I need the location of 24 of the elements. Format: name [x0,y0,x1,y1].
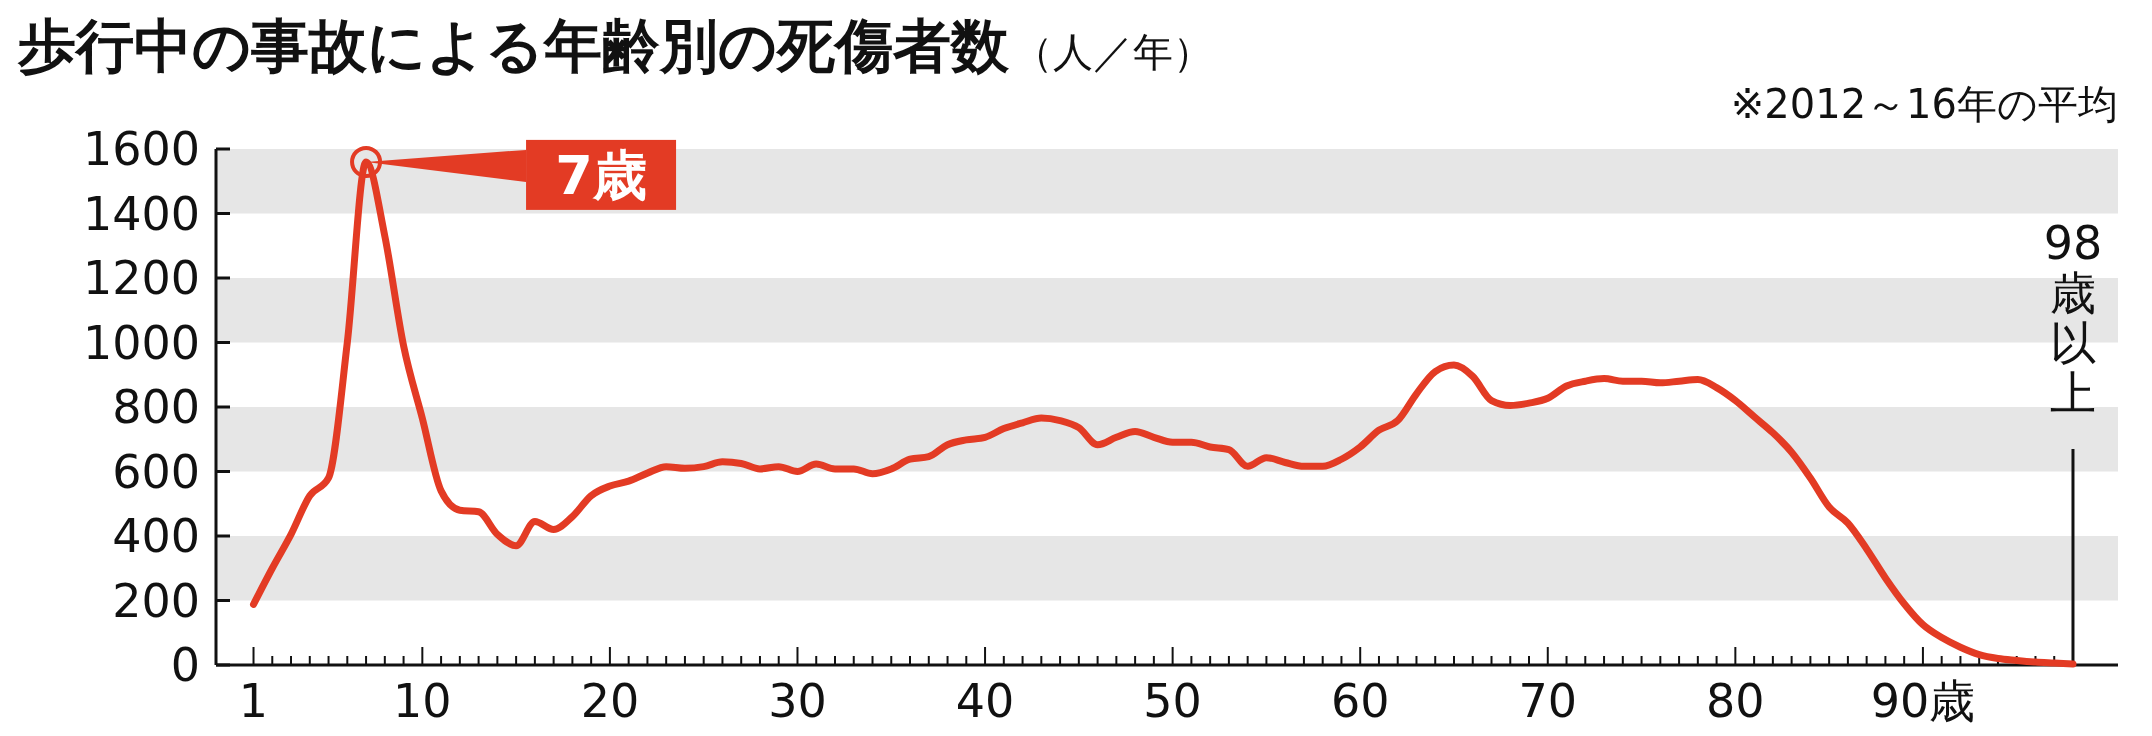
y-axis-title: （人／年） [1013,29,1213,75]
x-tick-label: 20 [580,674,640,728]
x-tick-label: 30 [768,674,827,728]
x-tick-label: 80 [1706,674,1765,728]
x-tick-label: 90歳 [1870,674,1976,728]
y-tick-label: 800 [112,380,200,435]
y-tick-label: 400 [112,509,200,564]
y-tick-label: 0 [170,638,200,693]
y-tick-label: 1400 [82,186,200,241]
y-tick-label: 1200 [82,251,200,306]
y-tick-label: 600 [112,444,200,499]
x-tick-label: 10 [393,674,452,728]
x-tick-label: 70 [1518,674,1578,728]
y-tick-label: 1000 [82,315,200,370]
x-tick-label: 40 [955,674,1015,728]
annotation: 98歳以上 [2043,216,2103,420]
x-tick-label: 60 [1330,674,1390,728]
x-tick-label: 1 [238,674,269,728]
y-tick-label: 200 [112,573,200,628]
y-tick-label: 1600 [82,122,200,177]
x-tick-label: 50 [1143,674,1202,728]
chart-title: 歩行中の事故による年齢別の死傷者数 [18,12,1009,80]
annotation: 7歳 [555,143,647,207]
text: ※2012～16年の平均 [1730,81,2118,127]
